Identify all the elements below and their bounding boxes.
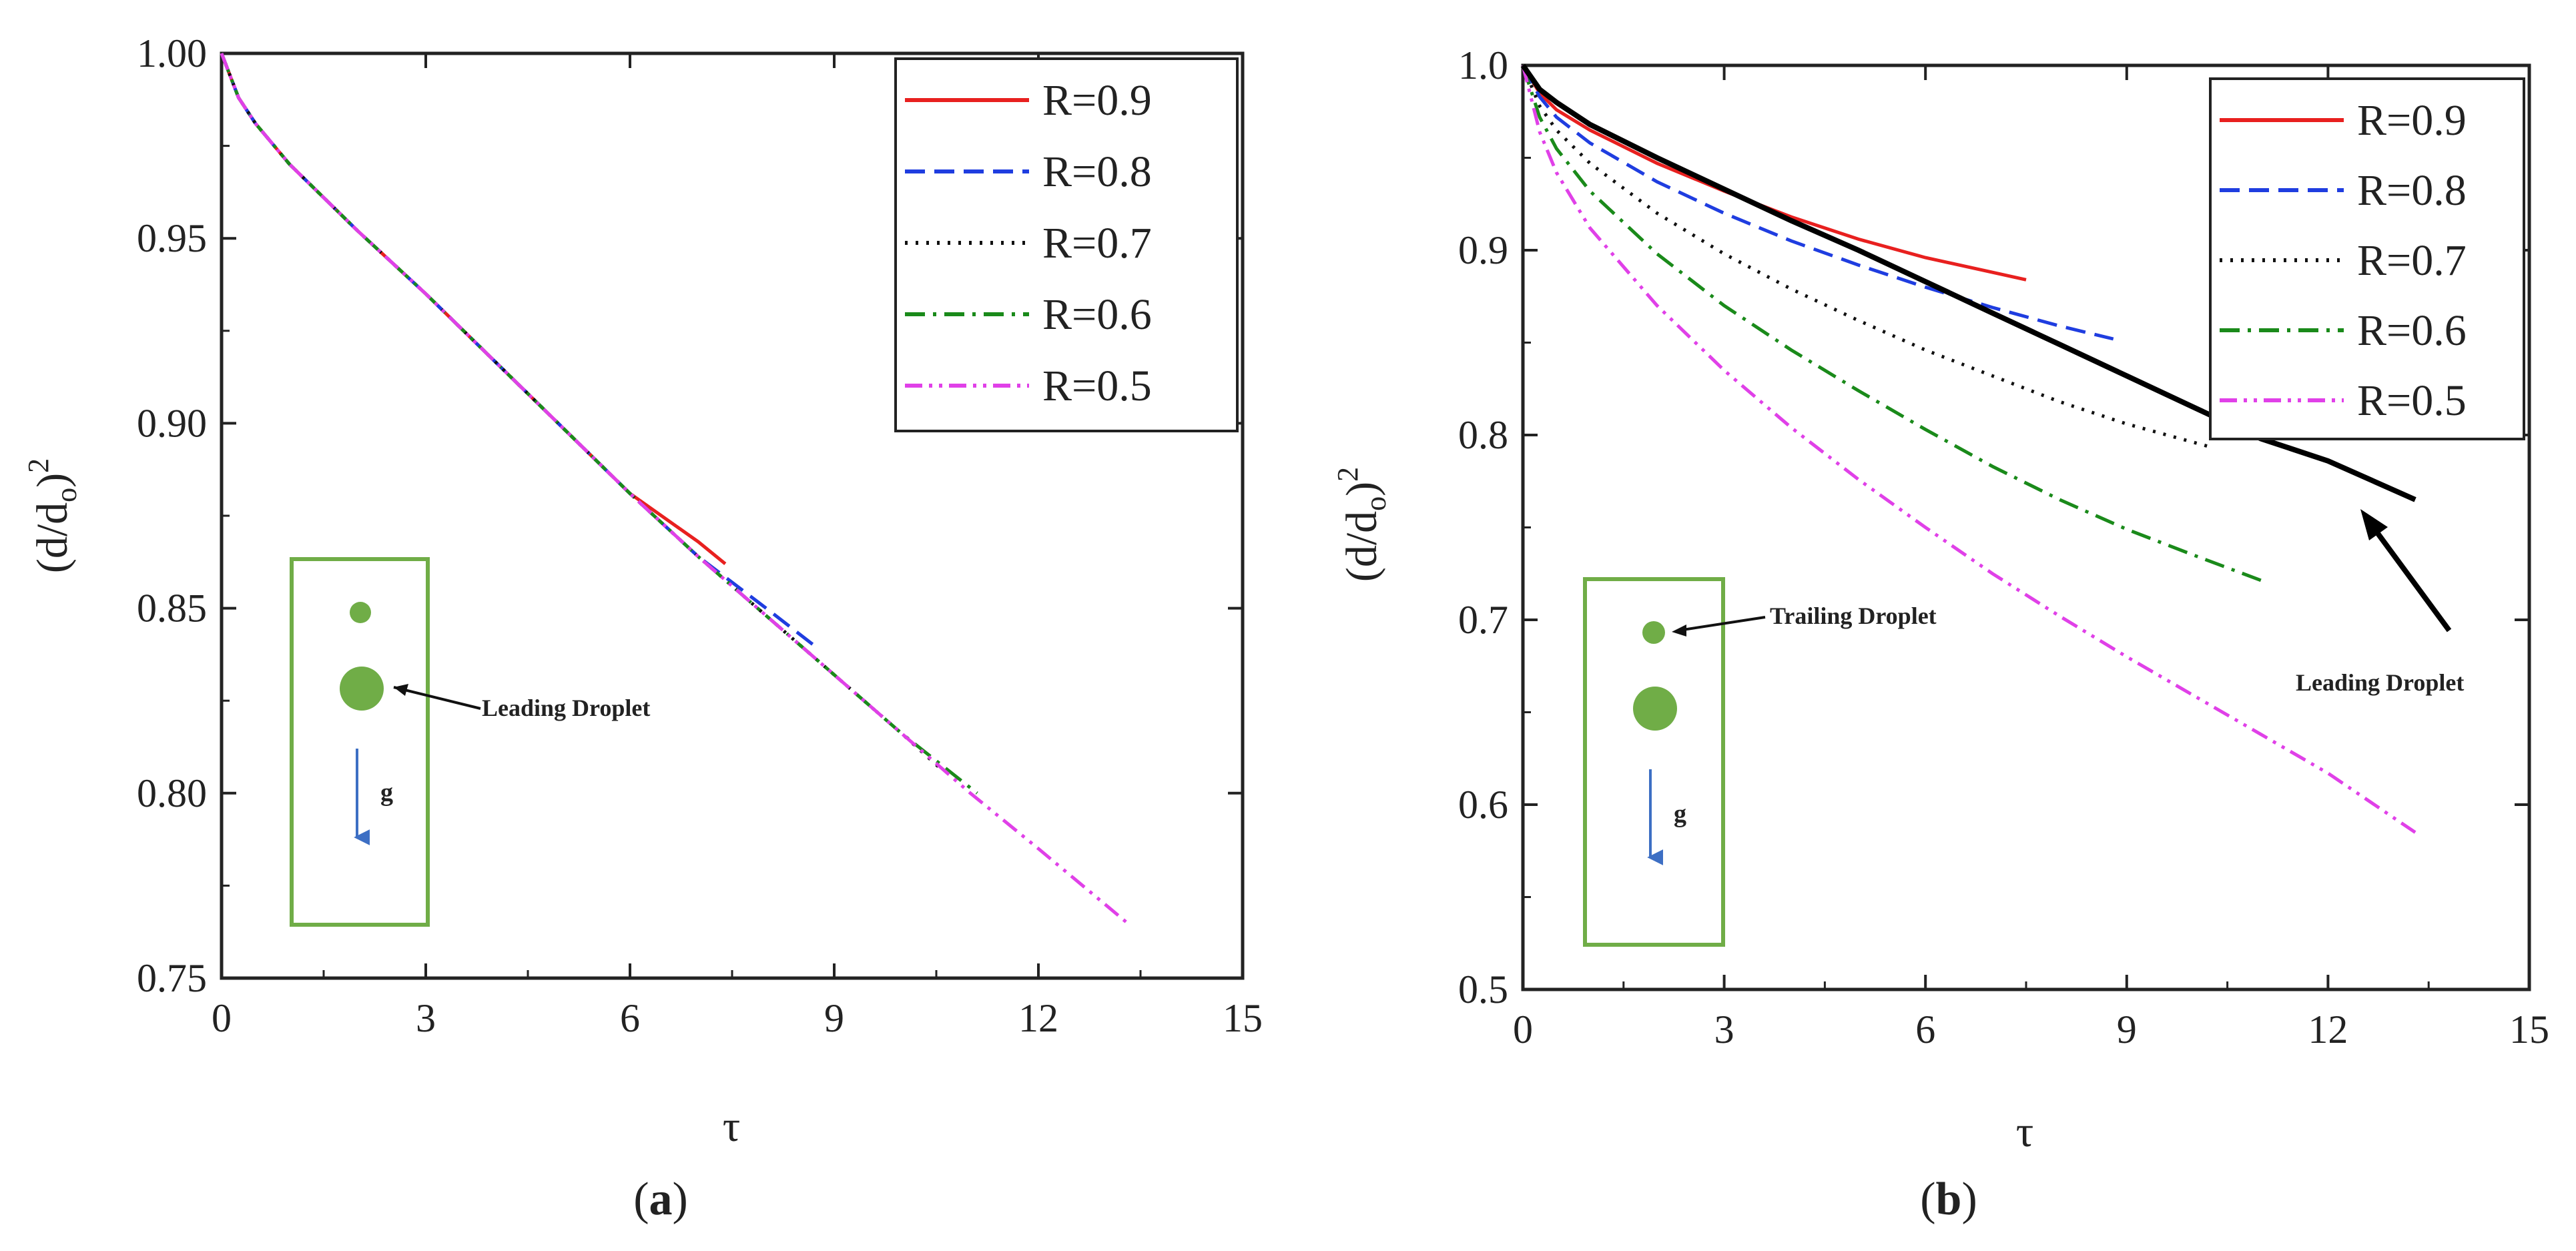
leading-droplet-label: Leading Droplet xyxy=(2296,669,2464,696)
legend-label: R=0.7 xyxy=(1042,219,1152,268)
y-axis-label: (d/do)2 xyxy=(1331,467,1392,582)
panel-a-marks: 0 3 6 9 12 15 0.75 0.80 0.85 0.90 0.95 1.00 τ (d/do)2… xyxy=(22,31,1263,1225)
leading-droplet-arrowhead xyxy=(394,684,408,696)
y-tick-label: 0.85 xyxy=(137,586,207,631)
legend-label: R=0.6 xyxy=(1042,290,1152,339)
series-line-r-0-8 xyxy=(1521,64,2114,341)
gravity-label: g xyxy=(1674,800,1686,828)
legend-box xyxy=(894,57,1239,432)
legend-label: R=0.8 xyxy=(1042,147,1152,196)
x-tick-label: 12 xyxy=(2308,1007,2348,1052)
series-line-r-0-9 xyxy=(1521,64,2027,282)
x-tick-label: 12 xyxy=(1018,996,1058,1040)
y-tick-label: 0.5 xyxy=(1458,967,1508,1011)
leading-droplet-icon xyxy=(340,667,384,711)
x-tick-label: 15 xyxy=(1223,996,1263,1040)
panel-b-inset: Trailing Droplet g Leading Droplet xyxy=(1583,509,2464,947)
series-line-r-0-6 xyxy=(220,53,978,795)
series-line-r-0-8 xyxy=(220,53,815,647)
legend-label: R=0.5 xyxy=(1042,362,1152,410)
y-tick-label: 0.75 xyxy=(137,956,207,1000)
x-tick-label: 3 xyxy=(416,996,436,1040)
gravity-label: g xyxy=(380,779,393,807)
trailing-droplet-icon xyxy=(1642,621,1665,644)
legend-label: R=0.9 xyxy=(1042,76,1152,125)
y-tick-label: 0.7 xyxy=(1458,598,1508,642)
leading-droplet-arrow xyxy=(2363,515,2452,633)
legend-label: R=0.5 xyxy=(2357,376,2467,425)
leading-droplet-label: Leading Droplet xyxy=(482,695,650,721)
y-tick-label: 0.95 xyxy=(137,216,207,260)
x-tick-label: 9 xyxy=(824,996,844,1040)
legend-label: R=0.9 xyxy=(2357,96,2467,145)
trailing-droplet-label: Trailing Droplet xyxy=(1770,602,1937,629)
x-tick-label: 0 xyxy=(212,996,232,1040)
leading-droplet-arrowhead xyxy=(2360,509,2388,540)
trailing-droplet-icon xyxy=(350,602,371,623)
x-tick-label: 3 xyxy=(1714,1007,1734,1052)
inset-frame xyxy=(1583,577,1725,947)
series-line-r-0-5 xyxy=(1521,65,2417,834)
legend-label: R=0.8 xyxy=(2357,166,2467,215)
trailing-droplet-arrow xyxy=(1678,616,1766,632)
chart-panel-b: 0 3 6 9 12 15 0.5 0.6 0.7 0.8 0.9 1.0 τ (d/do)2 (b) R=… xyxy=(1331,43,2549,1225)
y-tick-label: 0.90 xyxy=(137,401,207,445)
x-tick-label: 15 xyxy=(2509,1007,2549,1052)
y-tick-label: 1.0 xyxy=(1458,43,1508,87)
series-line-r-0-7 xyxy=(220,53,944,773)
x-tick-label: 6 xyxy=(620,996,640,1040)
series-line-r-0-6 xyxy=(1521,65,2268,584)
panel-label: (a) xyxy=(633,1174,688,1225)
y-tick-label: 0.8 xyxy=(1458,413,1508,457)
panel-a-inset: Leading Droplet g xyxy=(290,557,650,927)
y-tick-label: 0.80 xyxy=(137,771,207,815)
series-line-r-0-9 xyxy=(220,53,727,566)
y-tick-label: 0.6 xyxy=(1458,783,1508,827)
inset-frame xyxy=(290,557,430,927)
x-tick-label: 6 xyxy=(1915,1007,1935,1052)
leading-droplet-arrow xyxy=(393,686,481,710)
panel-b-legend: R=0.9 R=0.8 R=0.7 R=0.6 R=0.5 xyxy=(2209,77,2525,440)
x-tick-label: 9 xyxy=(2117,1007,2137,1052)
legend-label: R=0.6 xyxy=(2357,306,2467,355)
x-axis-label: τ xyxy=(2016,1108,2034,1156)
x-axis-label: τ xyxy=(723,1102,741,1151)
y-tick-label: 1.00 xyxy=(137,31,207,75)
panel-label: (b) xyxy=(1920,1174,1977,1225)
leading-droplet-icon xyxy=(1633,687,1677,731)
panel-a-legend: R=0.9 R=0.8 R=0.7 R=0.6 R=0.5 xyxy=(894,57,1239,432)
y-tick-label: 0.9 xyxy=(1458,228,1508,272)
trailing-droplet-arrowhead xyxy=(1672,624,1686,637)
y-axis-label: (d/do)2 xyxy=(22,458,83,573)
series-line-r-0-5 xyxy=(220,53,1129,924)
legend-label: R=0.7 xyxy=(2357,236,2467,285)
x-tick-label: 0 xyxy=(1513,1007,1533,1052)
chart-panel-a: 0 3 6 9 12 15 0.75 0.80 0.85 0.90 0.95 1.00 τ (d/do)2… xyxy=(22,31,1263,1225)
